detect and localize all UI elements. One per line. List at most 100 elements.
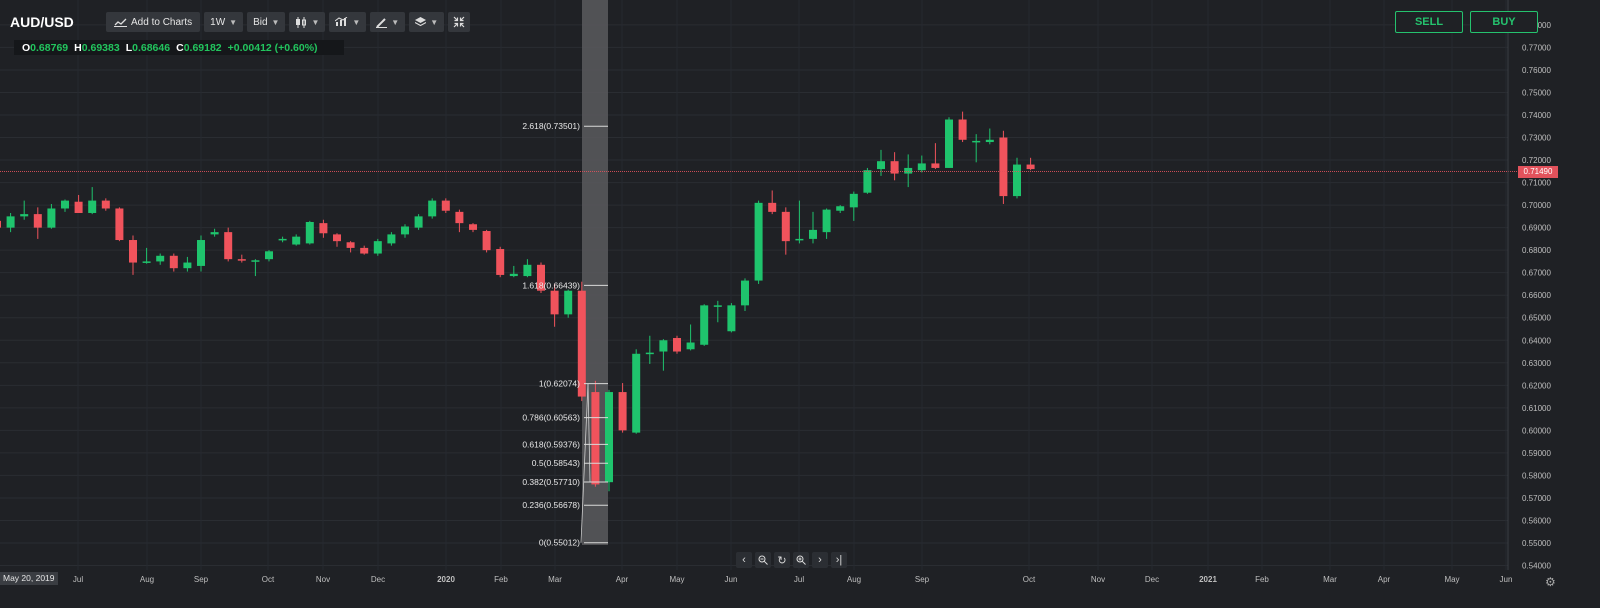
candle-body [251, 260, 260, 262]
sell-button[interactable]: SELL [1395, 11, 1463, 33]
price-type-label: Bid [253, 16, 268, 28]
chart-toolbar: Add to Charts 1W ▼ Bid ▼ ▼ ▼ ▼ ▼ [106, 12, 471, 32]
time-tick-label: Mar [548, 575, 562, 584]
candle-body [101, 200, 110, 209]
candle-body [1026, 164, 1035, 170]
low-label: L [125, 41, 133, 54]
candle-body [768, 202, 777, 212]
time-tick-label: Jun [1500, 575, 1513, 584]
candle-body [904, 167, 913, 174]
candle-body [781, 211, 790, 242]
candle-body [224, 232, 233, 260]
fullscreen-button[interactable] [448, 12, 471, 32]
fib-level-label: 0.786(0.60563) [522, 413, 580, 423]
candle-body [319, 223, 328, 234]
zoom-out-icon[interactable] [755, 552, 771, 568]
candle-body [890, 161, 899, 174]
low-value: 0.68646 [132, 41, 171, 54]
timeframe-select[interactable]: 1W ▼ [204, 12, 244, 32]
high-value: 0.69383 [81, 41, 120, 54]
price-tick-label: 0.65000 [1522, 314, 1551, 323]
time-tick-label: Oct [1023, 575, 1036, 584]
candle-body [305, 222, 314, 244]
candle-body [537, 264, 545, 291]
chevron-left-icon[interactable]: ‹ [736, 552, 752, 568]
candle-body [700, 305, 709, 345]
price-type-select[interactable]: Bid ▼ [247, 12, 286, 32]
layers-select[interactable]: ▼ [409, 12, 445, 32]
price-tick-label: 0.66000 [1522, 291, 1551, 300]
candle-body [333, 234, 341, 242]
indicators-icon [335, 17, 348, 26]
candle-body [917, 163, 926, 171]
zoom-in-icon[interactable] [793, 552, 809, 568]
candle-body [577, 290, 586, 397]
fib-level-label: 0.382(0.57710) [522, 477, 580, 487]
open-value: 0.68769 [30, 41, 69, 54]
buy-button[interactable]: BUY [1470, 11, 1538, 33]
chevron-down-icon: ▼ [430, 17, 439, 27]
collapse-icon [453, 16, 465, 28]
fibonacci-extension: 2.618(0.73501) 1.618(0.66439) 1(0.62074) 0.… [522, 121, 608, 548]
chevron-down-icon: ▼ [229, 17, 238, 27]
candle-body [958, 119, 967, 140]
chart-type-select[interactable]: ▼ [289, 12, 326, 32]
price-tick-label: 0.61000 [1522, 404, 1551, 413]
time-tick-label: Aug [847, 575, 861, 584]
candle-body [999, 137, 1008, 197]
drawing-tools-select[interactable]: ▼ [370, 12, 406, 32]
chevron-down-icon: ▼ [352, 17, 361, 27]
time-tick-label: Oct [262, 575, 275, 584]
candle-body [985, 139, 994, 143]
time-tick-label: Mar [1323, 575, 1337, 584]
candle-body [142, 261, 151, 263]
time-tick-label: Feb [1255, 575, 1269, 584]
fib-level-label: 1.618(0.66439) [522, 280, 580, 290]
candle-body [115, 208, 124, 241]
price-tick-label: 0.54000 [1522, 562, 1551, 571]
chevron-right-icon[interactable]: › [812, 552, 828, 568]
price-tick-label: 0.72000 [1522, 156, 1551, 165]
add-to-charts-button[interactable]: Add to Charts [106, 12, 201, 32]
chevron-down-icon: ▼ [271, 17, 280, 27]
time-tick-label: May [1444, 575, 1459, 584]
price-axis: 0.54000 0.55000 0.56000 0.57000 0.58000 0.590… [1507, 0, 1551, 571]
fib-level-label: 0(0.55012) [539, 538, 580, 548]
candle-body [6, 216, 15, 228]
price-tick-label: 0.60000 [1522, 426, 1551, 435]
reset-icon[interactable]: ↻ [774, 552, 790, 568]
candle-body [469, 224, 477, 230]
candle-body [727, 305, 736, 332]
add-to-charts-label: Add to Charts [131, 16, 193, 28]
time-tick-label: Jul [73, 575, 83, 584]
candle-body [1013, 164, 1021, 197]
skip-end-icon[interactable]: ›| [831, 552, 847, 568]
price-tick-label: 0.73000 [1522, 134, 1551, 143]
price-tick-label: 0.77000 [1522, 43, 1551, 52]
price-tick-label: 0.56000 [1522, 516, 1551, 525]
time-tick-label: Nov [316, 575, 330, 584]
crosshair-date-badge: May 20, 2019 [0, 572, 58, 585]
candle-body [741, 280, 749, 306]
indicators-select[interactable]: ▼ [329, 12, 367, 32]
candle-body [210, 232, 219, 235]
time-tick-label: Sep [194, 575, 209, 584]
candle-body [292, 236, 301, 245]
candle-body [645, 352, 654, 355]
fib-level-label: 2.618(0.73501) [522, 121, 580, 131]
pencil-icon [376, 17, 388, 28]
time-tick-label: Apr [616, 575, 629, 584]
candle-body [373, 241, 382, 254]
candle-body [673, 338, 681, 352]
candle-body [496, 249, 505, 275]
price-tick-label: 0.67000 [1522, 269, 1551, 278]
gear-icon[interactable]: ⚙ [1545, 575, 1556, 589]
candle-body [156, 255, 165, 262]
candle-body [74, 201, 83, 213]
candle-body [863, 170, 872, 193]
current-price-badge: 0.71490 [1518, 165, 1558, 178]
candle-body [482, 231, 491, 251]
time-tick-label: Nov [1091, 575, 1105, 584]
